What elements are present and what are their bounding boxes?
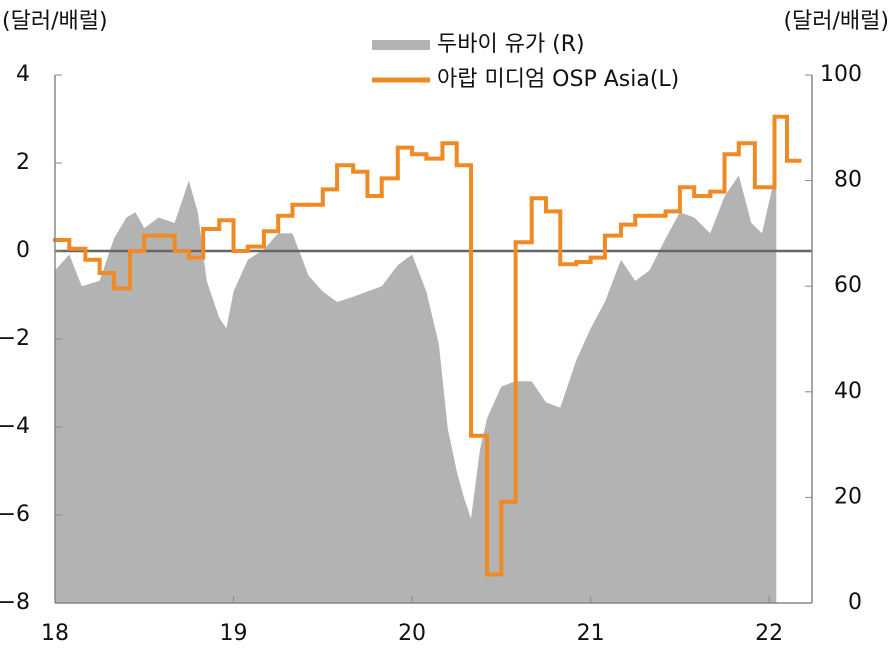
y-tick-label: 0 xyxy=(16,238,30,263)
y-tick-label: −8 xyxy=(0,590,30,615)
x-tick-label: 22 xyxy=(755,621,783,646)
y-tick-label: −2 xyxy=(0,326,30,351)
y2-tick-label: 0 xyxy=(848,590,862,615)
y2-tick-label: 100 xyxy=(820,62,862,87)
x-tick-label: 19 xyxy=(220,621,248,646)
y2-tick-label: 20 xyxy=(834,484,862,509)
y-tick-label: −6 xyxy=(0,502,30,527)
y-tick-label: −4 xyxy=(0,414,30,439)
legend-label: 두바이 유가 (R) xyxy=(437,32,585,57)
legend-label: 아랍 미디엄 OSP Asia(L) xyxy=(437,67,679,92)
x-tick-label: 20 xyxy=(398,621,426,646)
x-tick-label: 18 xyxy=(41,621,69,646)
y2-tick-label: 80 xyxy=(834,168,862,193)
y2-tick-label: 40 xyxy=(834,379,862,404)
y2-axis-label: (달러/배럴) xyxy=(783,9,889,34)
x-tick-label: 21 xyxy=(577,621,605,646)
y2-tick-label: 60 xyxy=(834,273,862,298)
y-tick-label: 4 xyxy=(16,62,30,87)
y-axis-label: (달러/배럴) xyxy=(2,9,108,34)
area xyxy=(55,170,777,604)
y-tick-label: 2 xyxy=(16,150,30,175)
